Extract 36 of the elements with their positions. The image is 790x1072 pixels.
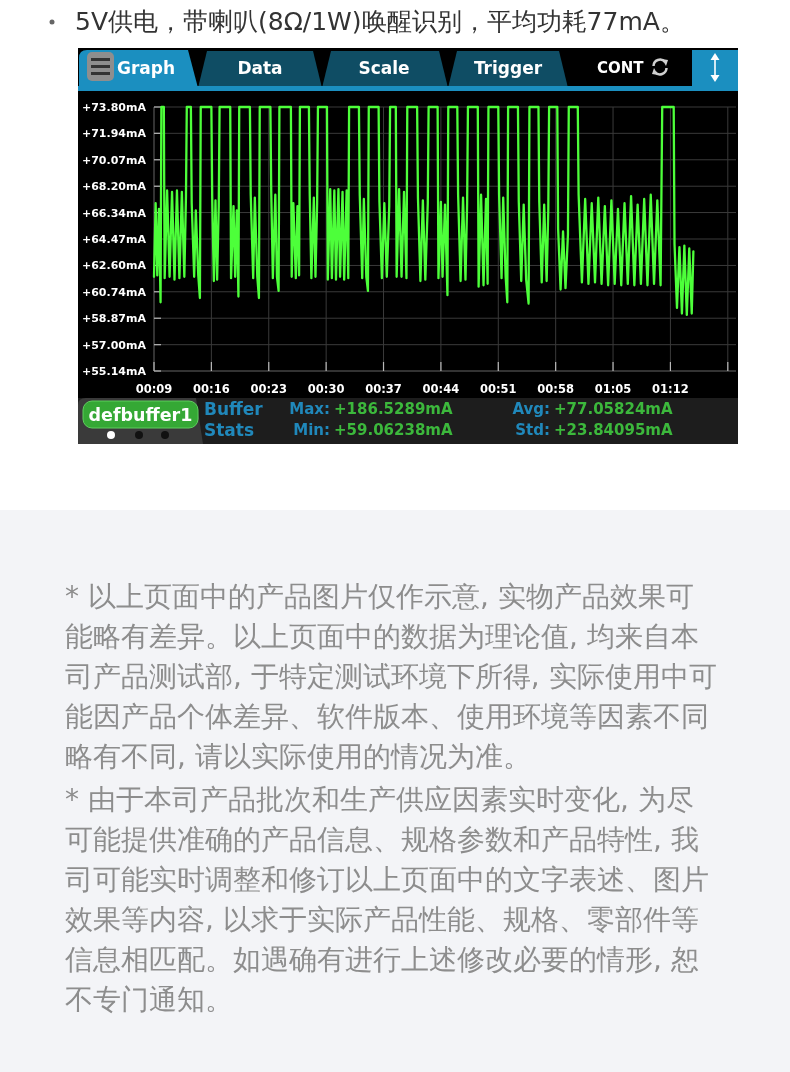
text: defbuffer1 (88, 404, 193, 425)
y-tick-label: +58.87mA (82, 311, 147, 325)
x-tick-label: 00:51 (479, 382, 517, 396)
text: * 以上页面中的产品图片仅作示意, 实物产品效果可能略有差异。以上页面中的数据为理论值, 均来自本司产品测试部, 于特定测试环境下所得, 实际使用中可能因产品个体差异、软件版本、使用环境等因素不同略有不同, 请以实际使用的情况为准。 (65, 579, 718, 775)
text: Avg: +77.05824mA (512, 400, 673, 418)
x-tick-label: 00:30 (307, 382, 345, 396)
x-tick-label: 00:09 (135, 382, 173, 396)
y-tick-label: +57.00mA (82, 338, 147, 352)
x-tick-label: 00:58 (537, 382, 574, 396)
text: Max: +186.5289mA (289, 400, 453, 418)
text: Trigger (473, 58, 543, 78)
y-tick-label: +66.34mA (82, 206, 147, 220)
text: Std: +23.84095mA (515, 421, 673, 439)
x-tick-label: 00:16 (193, 382, 230, 396)
x-tick-label: 01:05 (594, 382, 632, 396)
y-tick-label: +60.74mA (82, 285, 147, 299)
y-tick-label: +68.20mA (82, 179, 147, 193)
x-tick-label: 00:37 (365, 382, 402, 396)
y-tick-label: +71.94mA (82, 126, 147, 140)
text: Data (237, 58, 283, 78)
y-tick-label: +64.47mA (82, 232, 147, 246)
y-tick-label: +62.60mA (82, 258, 147, 272)
text: Scale (358, 58, 410, 78)
x-tick-label: 01:12 (652, 382, 689, 396)
y-tick-label: +73.80mA (82, 100, 147, 114)
text: CONT (597, 59, 645, 77)
chart-title: 5V供电，带喇叭(8Ω/1W)唤醒识别，平均功耗77mA。 (75, 6, 685, 36)
text: Buffer Stats (204, 399, 264, 440)
text: Min: +59.06238mA (293, 421, 453, 439)
y-tick-label: +55.14mA (82, 364, 147, 378)
text: * 由于本司产品批次和生产供应因素实时变化, 为尽可能提供准确的产品信息、规格参数和产品特性, 我司可能实时调整和修订以上页面中的文字表述、图片效果等内容, 以求于实际产品性能、规格、零部件等信息相匹配。如遇确有进行上述修改必要的情形, 恕不专门通知。 (65, 782, 710, 1018)
y-tick-label: +70.07mA (82, 153, 147, 167)
text: Graph (117, 58, 176, 78)
x-tick-label: 00:44 (422, 382, 460, 396)
line-series (152, 105, 695, 317)
x-tick-label: 00:23 (250, 382, 288, 396)
